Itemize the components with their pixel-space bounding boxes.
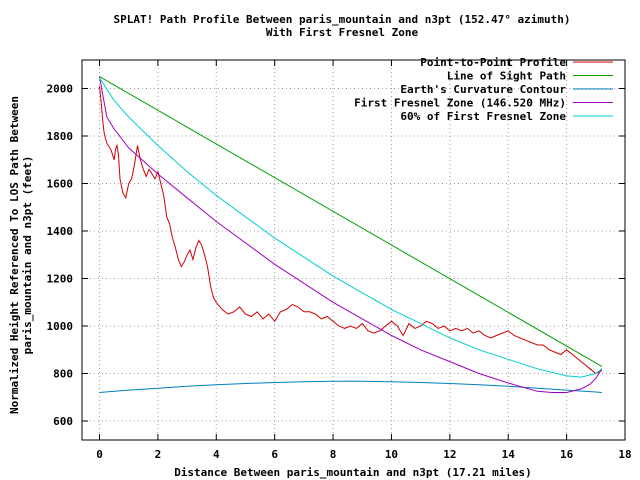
series-line-0: [99, 86, 603, 375]
plot-frame: [81, 59, 626, 441]
y-tick-label: 1400: [47, 225, 74, 238]
y-axis-label-line1: Normalized Height Referenced To LOS Path…: [8, 96, 21, 414]
x-tick-label: 2: [155, 448, 162, 461]
series-line-4: [99, 77, 603, 378]
legend-label-1: Line of Sight Path: [447, 70, 566, 83]
y-tick-label: 800: [53, 368, 73, 381]
y-tick-label: 1600: [47, 178, 74, 191]
x-tick-label: 10: [385, 448, 398, 461]
legend-label-4: 60% of First Fresnel Zone: [400, 110, 566, 123]
legend-label-3: First Fresnel Zone (146.520 MHz): [354, 97, 566, 110]
x-axis-label: Distance Between paris_mountain and n3pt…: [174, 466, 532, 479]
legend-label-2: Earth's Curvature Contour: [400, 83, 566, 96]
x-tick-label: 0: [96, 448, 103, 461]
y-tick-label: 600: [53, 415, 73, 428]
y-tick-label: 1800: [47, 130, 74, 143]
y-tick-label: 1000: [47, 320, 74, 333]
x-tick-label: 18: [618, 448, 631, 461]
chart-subtitle: With First Fresnel Zone: [266, 26, 419, 39]
legend-label-0: Point-to-Point Profile: [420, 56, 566, 69]
y-axis-label-line2: paris_mountain and n3pt (feet): [21, 156, 34, 355]
data-series: [99, 76, 603, 393]
x-axis-ticks: 0 2 4 6 8 10 12 14 16 18: [96, 60, 632, 461]
x-tick-label: 6: [271, 448, 278, 461]
series-line-2: [99, 380, 602, 393]
y-axis-ticks: 600 800 1000 1200 1400 1600 1800 2000: [47, 83, 625, 428]
x-tick-label: 8: [330, 448, 337, 461]
x-tick-label: 4: [213, 448, 220, 461]
chart-title: SPLAT! Path Profile Between paris_mounta…: [114, 13, 571, 26]
grid-lines: [82, 60, 626, 440]
x-tick-label: 12: [443, 448, 456, 461]
y-tick-label: 2000: [47, 83, 74, 96]
series-line-1: [99, 76, 603, 367]
y-tick-label: 1200: [47, 273, 74, 286]
x-tick-label: 14: [502, 448, 516, 461]
series-line-3: [99, 76, 603, 393]
x-tick-label: 16: [560, 448, 574, 461]
